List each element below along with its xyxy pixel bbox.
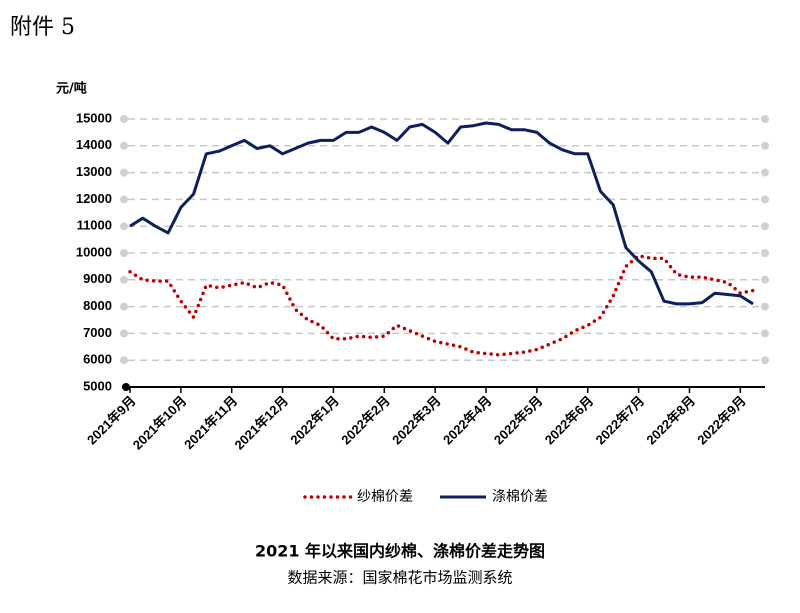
x-tick-label: 2022年7月 <box>593 393 648 448</box>
grid-start-dot <box>120 329 128 338</box>
x-tick-label: 2022年8月 <box>643 393 698 448</box>
x-tick-label: 2022年5月 <box>491 393 546 448</box>
y-tick-label: 6000 <box>83 352 112 367</box>
x-tick-label: 2022年3月 <box>389 393 444 448</box>
y-tick-label: 13000 <box>76 164 112 179</box>
legend-label: 纱棉价差 <box>357 488 413 505</box>
grid-start-dot <box>120 115 128 123</box>
x-tick-label: 2022年9月 <box>694 393 749 448</box>
grid-end-dot <box>761 222 769 231</box>
y-tick-label: 11000 <box>77 218 112 233</box>
x-tick-label: 2021年12月 <box>231 393 291 453</box>
y-tick-label: 10000 <box>76 244 112 259</box>
grid-start-dot <box>120 302 128 311</box>
x-tick-label: 2022年2月 <box>338 393 393 448</box>
grid-end-dot <box>761 329 769 338</box>
grid-end-dot <box>761 249 769 257</box>
grid-start-dot <box>120 249 128 257</box>
x-tick-label: 2022年6月 <box>542 393 597 448</box>
legend-label: 涤棉价差 <box>492 488 548 505</box>
x-tick-label: 2021年10月 <box>130 393 190 453</box>
grid-start-dot <box>120 141 128 150</box>
y-tick-label: 7000 <box>83 325 112 340</box>
y-tick-label: 8000 <box>83 298 112 313</box>
grid-end-dot <box>761 195 769 204</box>
grid-start-dot <box>120 275 128 284</box>
y-tick-label: 15000 <box>76 110 112 125</box>
grid-end-dot <box>761 168 769 177</box>
y-tick-label: 5000 <box>83 378 112 393</box>
grid-start-dot <box>120 168 128 177</box>
page-header: 附件 5 <box>10 15 75 40</box>
x-tick-label: 2022年1月 <box>287 393 342 448</box>
axis-origin-dot <box>122 383 130 391</box>
chart-source: 数据来源：国家棉花市场监测系统 <box>287 569 512 587</box>
grid-end-dot <box>761 275 769 284</box>
grid-end-dot <box>761 115 769 123</box>
x-tick-label: 2021年9月 <box>84 393 139 448</box>
series-line <box>128 253 755 357</box>
grid-end-dot <box>761 141 769 150</box>
grid-start-dot <box>120 222 128 231</box>
grid-end-dot <box>761 302 769 311</box>
series-line <box>129 121 754 306</box>
y-axis-label: 元/吨 <box>56 81 87 97</box>
grid-start-dot <box>120 195 128 204</box>
y-tick-label: 12000 <box>76 191 112 206</box>
x-tick-label: 2022年4月 <box>440 393 495 448</box>
chart-title: 2021 年以来国内纱棉、涤棉价差走势图 <box>255 542 545 561</box>
grid-start-dot <box>120 356 128 365</box>
y-tick-label: 9000 <box>83 271 112 286</box>
grid-end-dot <box>761 356 769 365</box>
y-tick-label: 14000 <box>76 137 112 152</box>
